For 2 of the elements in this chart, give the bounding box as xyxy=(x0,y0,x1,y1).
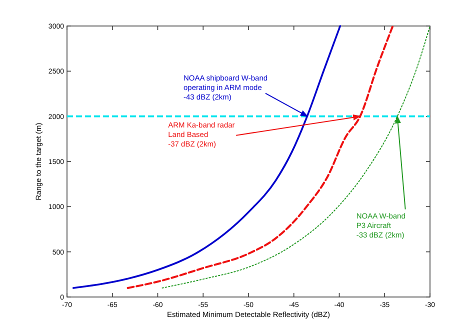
line-series xyxy=(162,26,430,288)
line-series xyxy=(72,25,342,289)
